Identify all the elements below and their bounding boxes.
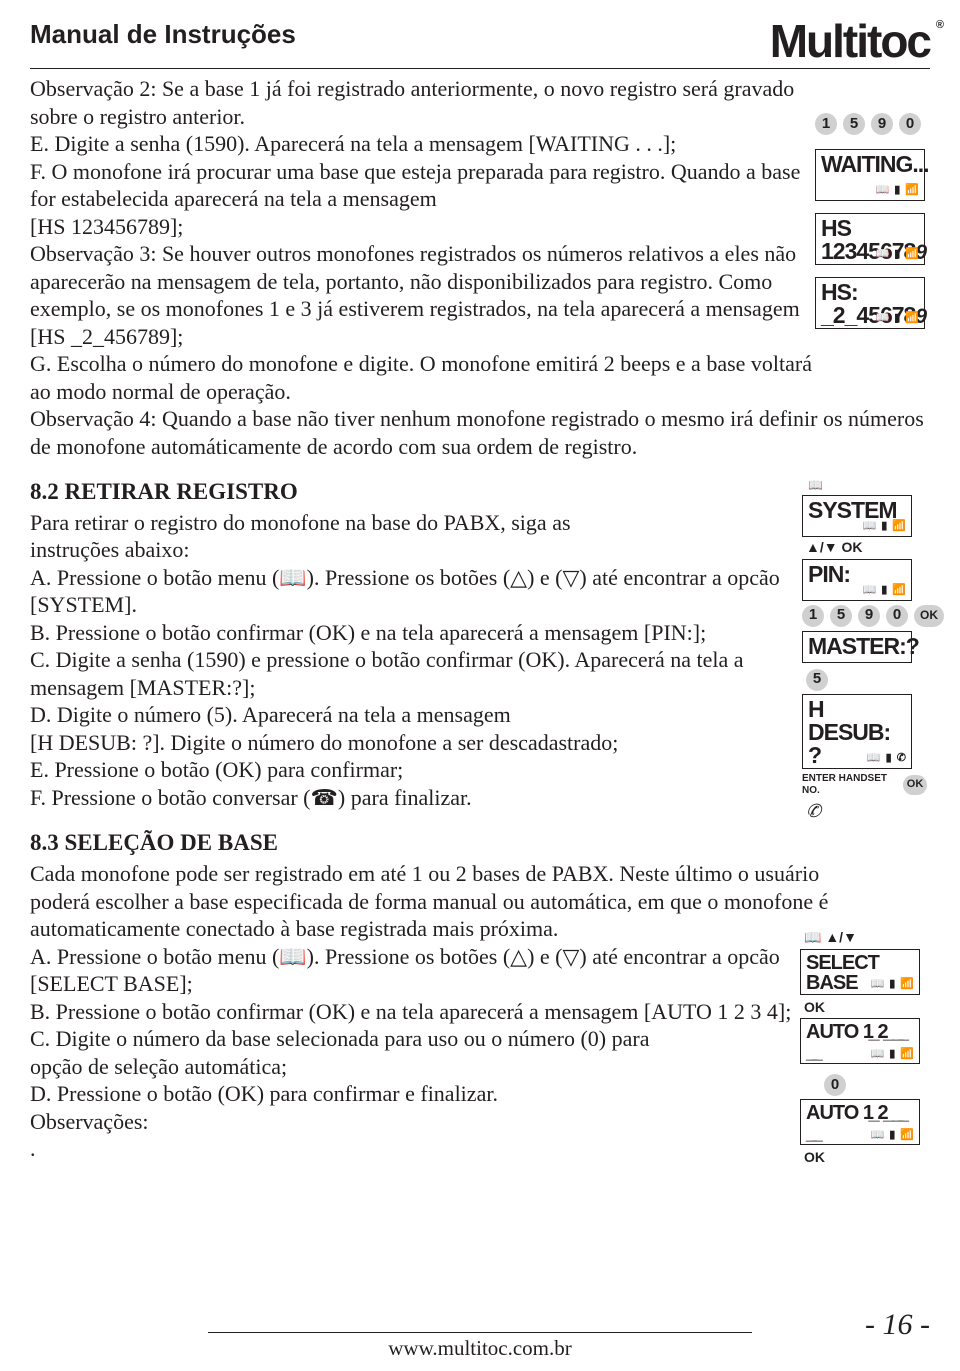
ok-label-2: OK	[804, 1149, 825, 1167]
display-select-base: SELECT BASE 📖 ▮ 📶	[800, 949, 920, 995]
pill-ok: OK	[903, 775, 927, 795]
nav-top: 📖 ▲/▼	[804, 929, 857, 947]
display-system-text: SYSTEM	[808, 499, 906, 522]
display-corner-icons: 📖 ▮ 📶	[870, 1048, 915, 1062]
pill-9: 9	[871, 113, 893, 135]
footer: www.multitoc.com.br	[0, 1332, 960, 1362]
nav-arrows-ok: ▲/▼ OK	[806, 539, 863, 557]
pill-9: 9	[858, 605, 880, 627]
footer-url: www.multitoc.com.br	[208, 1332, 752, 1361]
display-corner-icons: 📖 ▮ 📶	[875, 312, 920, 326]
display-system: SYSTEM 📖 ▮ 📶	[802, 495, 912, 537]
enter-handset-label: ENTER HANDSET NO.	[802, 773, 899, 798]
brand-text: Multitoc	[770, 15, 930, 67]
section-3-block: 8.3 SELEÇÃO DE BASE Cada monofone pode s…	[30, 829, 930, 1162]
pill-5-single: 5	[806, 669, 828, 691]
pill-1: 1	[802, 605, 824, 627]
book-icon: 📖	[808, 478, 823, 493]
section1-paragraph-tail: Observação 4: Quando a base não tiver ne…	[30, 405, 930, 460]
display-hdesub: H DESUB: ? 📖 ▮ ✆	[802, 694, 912, 769]
section3-title: 8.3 SELEÇÃO DE BASE	[30, 829, 930, 858]
phone-icon: ✆	[806, 800, 821, 823]
ok-label-1: OK	[804, 999, 825, 1017]
pill-0: 0	[899, 113, 921, 135]
display-master-text: MASTER:?	[808, 635, 906, 658]
section-1-block: Observação 2: Se a base 1 já foi registr…	[30, 75, 930, 460]
registered-mark: ®	[936, 20, 942, 31]
display-waiting: WAITING... 📖 ▮ 📶	[815, 149, 925, 201]
pill-0: 0	[886, 605, 908, 627]
section3-paragraph: Cada monofone pode ser registrado em até…	[30, 860, 838, 1163]
display-hs-all: HS 123456789 📖 ▮ 📶	[815, 213, 925, 265]
display-master: MASTER:?	[802, 631, 912, 663]
display-corner-icons: 📖 ▮ 📶	[870, 1129, 915, 1143]
section2-title: 8.2 RETIRAR REGISTRO	[30, 478, 930, 507]
pill-5: 5	[830, 605, 852, 627]
display-corner-icons: 📖 ▮ 📶	[875, 248, 920, 262]
pin-pill-row: 1 5 9 0	[815, 113, 924, 135]
pill-1: 1	[815, 113, 837, 135]
display-corner-icons: 📖 ▮ 📶	[862, 584, 907, 598]
pill-ok: OK	[914, 605, 944, 627]
section1-paragraph: Observação 2: Se a base 1 já foi registr…	[30, 75, 813, 405]
section3-displays: 📖 ▲/▼ SELECT BASE 📖 ▮ 📶 OK AUTO 1̲ 2̲ _̲…	[800, 927, 930, 1169]
section2-displays: 📖 SYSTEM 📖 ▮ 📶 ▲/▼ OK PIN: 📖 ▮ 📶 1 5 9 0…	[802, 478, 930, 822]
section-2-block: 8.2 RETIRAR REGISTRO Para retirar o regi…	[30, 478, 930, 811]
display-pin: PIN: 📖 ▮ 📶	[802, 559, 912, 601]
brand-logo: Multitoc ®	[770, 18, 930, 64]
display-corner-icons: 📖 ▮ ✆	[867, 752, 907, 766]
pill-5: 5	[843, 113, 865, 135]
display-corner-icons: 📖 ▮ 📶	[875, 184, 920, 198]
display-pin-text: PIN:	[808, 563, 906, 586]
header-divider	[30, 68, 930, 69]
section1-displays: 1 5 9 0 WAITING... 📖 ▮ 📶 HS 123456789 📖 …	[815, 111, 930, 329]
display-auto-1: AUTO 1̲ 2̲ _̲ _̲ 📖 ▮ 📶	[800, 1018, 920, 1064]
display-corner-icons: 📖 ▮ 📶	[862, 520, 907, 534]
section2-paragraph: Para retirar o registro do monofone na b…	[30, 509, 796, 812]
pill-0: 0	[824, 1074, 846, 1096]
display-auto-2: AUTO 1̲ 2̲ _̲ _̲ 📖 ▮ 📶	[800, 1099, 920, 1145]
display-hs-partial: HS: _2_456789 📖 ▮ 📶	[815, 277, 925, 329]
display-corner-icons: 📖 ▮ 📶	[870, 978, 915, 992]
pin-pill-row-2: 1 5 9 0 OK	[802, 605, 947, 627]
page-title: Manual de Instruções	[30, 18, 296, 51]
display-waiting-text: WAITING...	[821, 153, 919, 176]
